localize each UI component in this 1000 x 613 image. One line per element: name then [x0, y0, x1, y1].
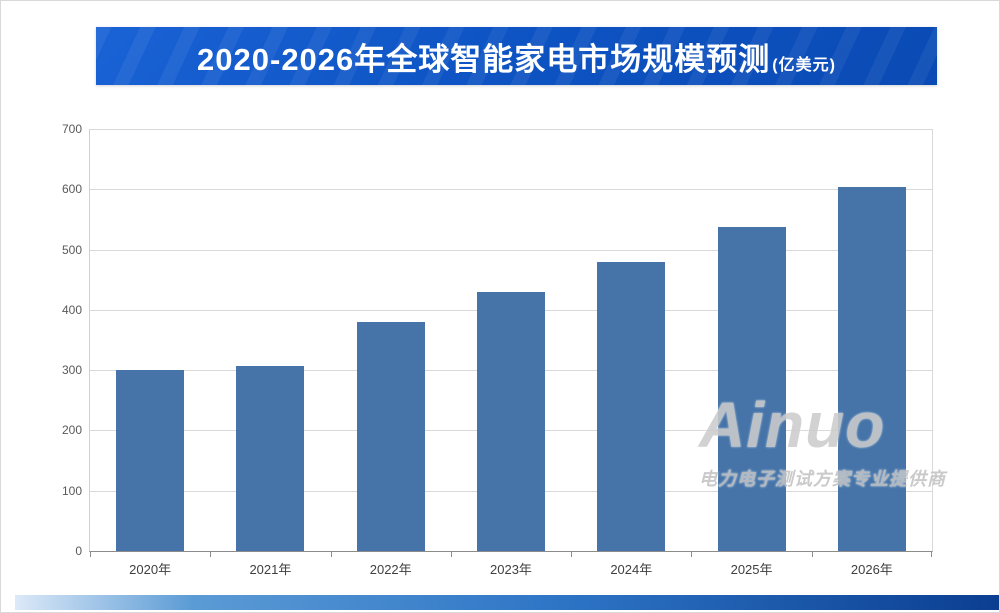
y-axis-tick-label: 300	[61, 363, 82, 378]
x-axis-tick-label: 2022年	[369, 562, 412, 577]
y-axis-tick-label: 600	[61, 182, 82, 197]
y-axis-tick-label: 400	[61, 302, 82, 317]
x-axis-boundary-tick	[571, 551, 573, 557]
gridline	[90, 129, 932, 130]
x-axis-tick-label: 2025年	[730, 562, 773, 577]
x-axis-tick-label: 2026年	[850, 562, 893, 577]
x-axis-boundary-tick	[811, 551, 813, 557]
gridline	[90, 189, 932, 191]
bar-2025年	[717, 227, 786, 551]
bottom-decor-strip	[15, 595, 999, 610]
bar-2026年	[837, 187, 906, 551]
page-title-text: 2020-2026年全球智能家电市场规模预测	[197, 41, 771, 77]
bar-2021年	[236, 365, 305, 551]
x-axis-boundary-tick	[90, 551, 91, 557]
bar-2023年	[477, 291, 545, 551]
x-axis-boundary-tick	[931, 551, 932, 557]
page-title-unit: (亿美元)	[772, 56, 836, 74]
page-title: 2020-2026年全球智能家电市场规模预测 (亿美元)	[197, 34, 836, 79]
x-axis-boundary-tick	[210, 551, 212, 557]
x-axis-tick-label: 2023年	[490, 562, 532, 577]
bar-2020年	[116, 370, 185, 551]
x-axis-boundary-tick	[330, 551, 332, 557]
y-axis-tick-label: 0	[75, 544, 82, 558]
y-axis-tick-label: 700	[61, 122, 82, 136]
title-banner: 2020-2026年全球智能家电市场规模预测 (亿美元)	[96, 27, 937, 85]
x-axis-tick-label: 2020年	[129, 562, 172, 577]
bar-2024年	[597, 261, 666, 551]
y-axis-tick-label: 200	[61, 423, 82, 438]
plot-area: 0 100 200 300 400 500 600 700 2020年 2021年 2022年 202…	[62, 123, 933, 577]
y-axis-tick-label: 100	[61, 483, 82, 498]
y-axis-tick-label: 500	[61, 242, 82, 257]
gridline	[90, 249, 932, 251]
x-axis-boundary-tick	[450, 551, 452, 557]
x-axis-boundary-tick	[691, 551, 693, 557]
x-axis-tick-label: 2024年	[610, 562, 653, 577]
bar-2022年	[356, 321, 425, 551]
x-axis-tick-label: 2021年	[249, 562, 292, 577]
